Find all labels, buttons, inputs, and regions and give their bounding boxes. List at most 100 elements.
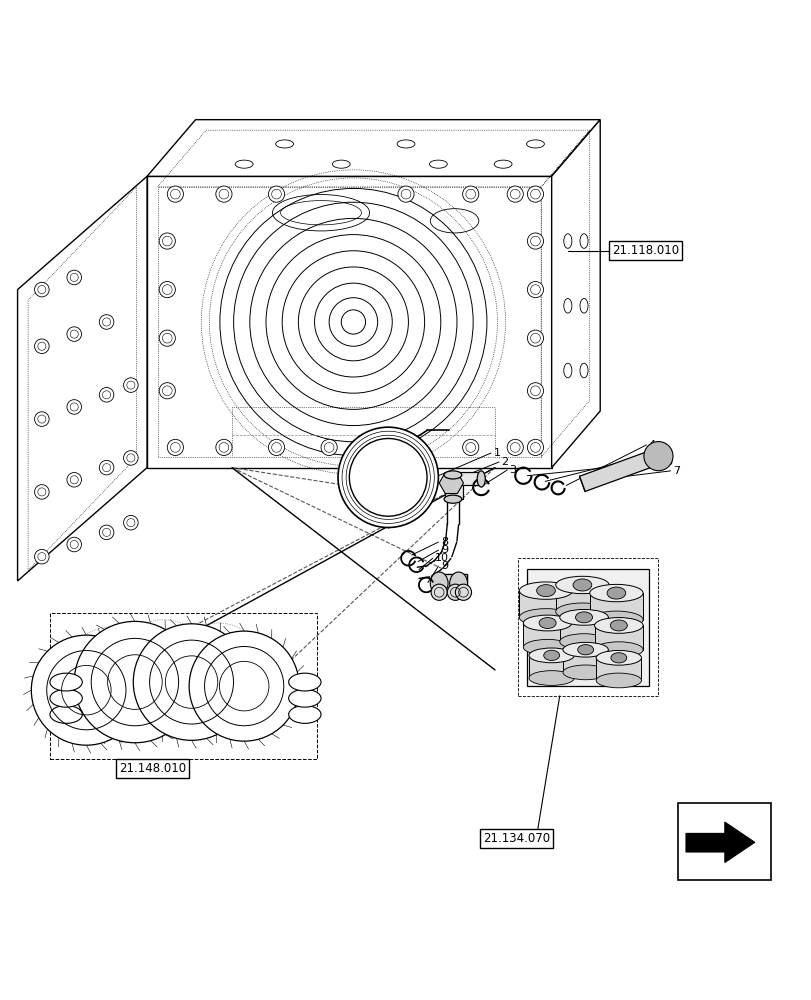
Circle shape — [67, 472, 81, 487]
Polygon shape — [685, 822, 754, 863]
Ellipse shape — [50, 673, 82, 691]
Text: 2: 2 — [501, 457, 508, 467]
Ellipse shape — [559, 609, 607, 625]
Bar — [528, 655, 573, 678]
Ellipse shape — [528, 648, 573, 663]
Circle shape — [67, 327, 81, 341]
Bar — [589, 593, 642, 620]
Circle shape — [268, 186, 285, 202]
Circle shape — [268, 439, 285, 455]
Circle shape — [35, 339, 49, 354]
Circle shape — [189, 631, 298, 741]
Ellipse shape — [610, 620, 627, 631]
Ellipse shape — [536, 585, 555, 597]
Ellipse shape — [543, 650, 559, 660]
Circle shape — [526, 233, 543, 249]
Polygon shape — [439, 472, 463, 494]
Ellipse shape — [559, 634, 607, 650]
Ellipse shape — [523, 639, 571, 655]
Ellipse shape — [444, 495, 461, 503]
Circle shape — [123, 378, 138, 392]
Circle shape — [123, 451, 138, 465]
Circle shape — [462, 439, 478, 455]
Circle shape — [99, 460, 114, 475]
Ellipse shape — [444, 471, 461, 479]
Bar — [434, 574, 466, 592]
Ellipse shape — [429, 160, 447, 168]
Circle shape — [99, 388, 114, 402]
Circle shape — [337, 427, 438, 528]
Ellipse shape — [523, 615, 571, 631]
Circle shape — [216, 186, 232, 202]
Ellipse shape — [577, 645, 593, 655]
Text: 8: 8 — [440, 537, 448, 547]
Circle shape — [35, 412, 49, 426]
Circle shape — [320, 439, 337, 455]
Circle shape — [74, 621, 195, 743]
Circle shape — [67, 400, 81, 414]
Ellipse shape — [288, 689, 320, 707]
Ellipse shape — [594, 618, 642, 633]
Ellipse shape — [50, 706, 82, 723]
Bar — [559, 617, 607, 642]
Ellipse shape — [579, 299, 587, 313]
Ellipse shape — [562, 665, 607, 680]
Ellipse shape — [494, 160, 512, 168]
Ellipse shape — [276, 140, 293, 148]
Circle shape — [349, 438, 427, 516]
Ellipse shape — [555, 603, 608, 620]
Polygon shape — [526, 569, 648, 686]
Ellipse shape — [589, 611, 642, 628]
Circle shape — [159, 383, 175, 399]
Circle shape — [35, 549, 49, 564]
Circle shape — [167, 439, 183, 455]
Ellipse shape — [573, 579, 591, 591]
Text: 9: 9 — [440, 545, 448, 555]
Ellipse shape — [607, 587, 625, 599]
Ellipse shape — [579, 234, 587, 248]
Polygon shape — [579, 449, 660, 491]
Polygon shape — [147, 120, 599, 176]
Ellipse shape — [563, 363, 571, 378]
Text: 21.134.070: 21.134.070 — [483, 832, 549, 845]
Circle shape — [526, 186, 543, 202]
Circle shape — [526, 282, 543, 298]
Ellipse shape — [595, 650, 641, 665]
Ellipse shape — [397, 140, 414, 148]
Circle shape — [431, 584, 447, 600]
Ellipse shape — [519, 582, 572, 599]
Circle shape — [397, 186, 414, 202]
Circle shape — [35, 282, 49, 297]
Bar — [444, 475, 462, 499]
Ellipse shape — [519, 609, 572, 626]
Ellipse shape — [50, 689, 82, 707]
Bar — [677, 803, 770, 880]
Polygon shape — [18, 176, 147, 581]
Ellipse shape — [579, 363, 587, 378]
Ellipse shape — [563, 234, 571, 248]
Ellipse shape — [589, 584, 642, 602]
Circle shape — [462, 186, 478, 202]
Bar — [595, 658, 641, 680]
Ellipse shape — [526, 140, 543, 148]
Text: 5: 5 — [656, 449, 663, 459]
Circle shape — [32, 635, 141, 745]
Circle shape — [133, 624, 250, 740]
Circle shape — [447, 584, 463, 600]
Bar — [523, 623, 571, 647]
Bar — [555, 585, 608, 612]
Text: 9: 9 — [440, 561, 448, 571]
Circle shape — [159, 330, 175, 346]
Text: 21.148.010: 21.148.010 — [118, 762, 186, 775]
Text: 1: 1 — [493, 448, 500, 458]
Bar — [457, 472, 481, 485]
Text: 7: 7 — [672, 466, 680, 476]
Circle shape — [526, 439, 543, 455]
Ellipse shape — [528, 671, 573, 685]
Ellipse shape — [449, 572, 467, 595]
Text: 6: 6 — [664, 457, 672, 467]
Ellipse shape — [477, 471, 485, 487]
Ellipse shape — [332, 160, 350, 168]
Ellipse shape — [575, 612, 592, 623]
Circle shape — [216, 439, 232, 455]
